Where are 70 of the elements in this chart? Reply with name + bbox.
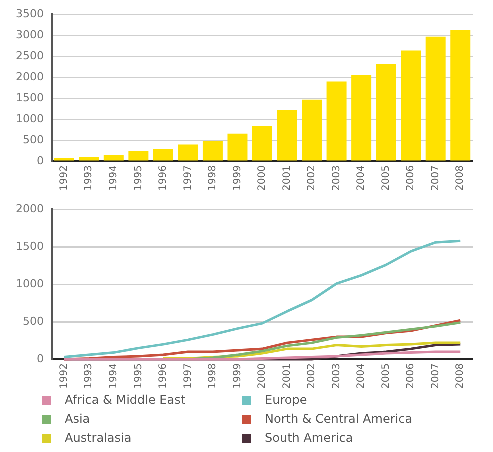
x-tick-label: 1994 (108, 364, 120, 390)
x-tick-label: 1998 (208, 166, 219, 192)
x-tick-label: 1992 (58, 166, 70, 192)
x-tick-label: 1999 (232, 364, 244, 390)
bar (228, 134, 248, 161)
y-tick-label: 3000 (16, 28, 44, 42)
x-tick-label: 2003 (331, 364, 342, 390)
legend-label: North & Central America (264, 412, 414, 428)
bar (104, 155, 124, 161)
bar (128, 151, 149, 161)
x-tick-label: 1996 (158, 364, 170, 390)
x-tick-label: 2005 (380, 364, 392, 390)
legend-label: Australasia (64, 431, 133, 447)
x-tick-label: 2005 (380, 166, 392, 192)
bar (302, 100, 322, 161)
bar (54, 158, 74, 161)
x-tick-label: 1998 (208, 364, 219, 390)
x-tick-label: 2006 (406, 166, 417, 192)
x-tick-label: 1994 (108, 166, 120, 192)
y-tick-label: 500 (22, 314, 44, 328)
bar (252, 126, 272, 161)
y-tick-label: 0 (36, 154, 44, 168)
bar (153, 148, 174, 161)
x-tick-label: 2002 (306, 364, 318, 390)
y-tick-label: 1500 (16, 240, 44, 253)
x-tick-label: 1993 (84, 364, 95, 390)
bar (426, 36, 446, 161)
x-tick-label: 2007 (430, 364, 442, 390)
bar (178, 144, 198, 161)
bar (79, 157, 100, 161)
y-tick-label: 500 (22, 133, 44, 146)
x-tick-label: 2008 (455, 166, 466, 192)
x-tick-label: 2008 (455, 364, 466, 390)
bar (352, 75, 372, 161)
x-tick-label: 2004 (356, 166, 368, 192)
legend-label: Asia (64, 412, 92, 428)
y-tick-label: 1500 (16, 91, 44, 104)
bar (326, 82, 347, 161)
x-tick-label: 2007 (430, 166, 442, 192)
x-tick-label: 2002 (306, 166, 318, 192)
x-tick-label: 2003 (331, 166, 342, 192)
bar (277, 110, 298, 161)
y-tick-label: 3500 (16, 7, 44, 20)
y-tick-label: 1000 (16, 277, 44, 290)
x-tick-label: 1999 (232, 166, 244, 192)
x-tick-label: 1992 (58, 364, 70, 390)
bar (401, 50, 422, 161)
x-tick-label: 2006 (406, 364, 417, 390)
legend-label: Europe (264, 393, 308, 409)
x-tick-label: 2000 (257, 364, 268, 390)
y-tick-label: 1000 (16, 112, 44, 126)
bar (202, 141, 223, 161)
y-tick-label: 2500 (16, 49, 44, 62)
x-tick-label: 2001 (282, 364, 293, 390)
x-tick-label: 1997 (182, 166, 194, 192)
legend-label: South America (264, 431, 354, 447)
x-tick-label: 1996 (158, 166, 170, 192)
x-tick-label: 2000 (257, 166, 268, 192)
x-tick-label: 1993 (84, 166, 95, 192)
x-tick-label: 1995 (133, 364, 144, 390)
legend-label: Africa & Middle East (64, 393, 187, 409)
y-tick-label: 2000 (16, 202, 44, 216)
x-tick-label: 2001 (282, 166, 293, 192)
x-tick-label: 1997 (182, 364, 194, 390)
bar (376, 64, 396, 161)
x-tick-label: 1995 (133, 166, 144, 192)
x-tick-label: 2004 (356, 364, 368, 390)
bar (450, 30, 471, 161)
y-tick-label: 2000 (16, 70, 44, 84)
y-tick-label: 0 (36, 352, 44, 366)
